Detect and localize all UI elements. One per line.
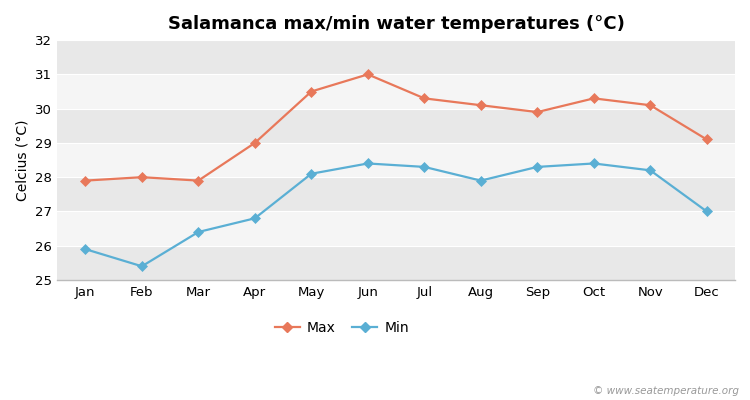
Legend: Max, Min: Max, Min [269, 316, 415, 341]
Min [590, 161, 598, 166]
Bar [57, 109, 735, 143]
Min [420, 164, 429, 169]
Min [251, 216, 260, 221]
Min [137, 264, 146, 269]
Min [307, 171, 316, 176]
Min [363, 161, 372, 166]
Bar [57, 143, 735, 177]
Max [307, 89, 316, 94]
Min [532, 164, 542, 169]
Line: Min: Min [82, 160, 710, 270]
Y-axis label: Celcius (°C): Celcius (°C) [15, 119, 29, 201]
Max [646, 103, 655, 108]
Max [702, 137, 711, 142]
Bar [57, 177, 735, 212]
Line: Max: Max [82, 70, 710, 184]
Max [532, 110, 542, 114]
Bar [57, 212, 735, 246]
Max [476, 103, 485, 108]
Max [363, 72, 372, 77]
Min [646, 168, 655, 173]
Min [194, 230, 202, 234]
Max [420, 96, 429, 101]
Max [590, 96, 598, 101]
Min [476, 178, 485, 183]
Min [81, 247, 90, 252]
Bar [57, 246, 735, 280]
Max [251, 140, 260, 145]
Bar [57, 40, 735, 74]
Title: Salamanca max/min water temperatures (°C): Salamanca max/min water temperatures (°C… [167, 15, 625, 33]
Text: © www.seatemperature.org: © www.seatemperature.org [592, 386, 739, 396]
Min [702, 209, 711, 214]
Max [194, 178, 202, 183]
Max [81, 178, 90, 183]
Max [137, 175, 146, 180]
Bar [57, 74, 735, 109]
